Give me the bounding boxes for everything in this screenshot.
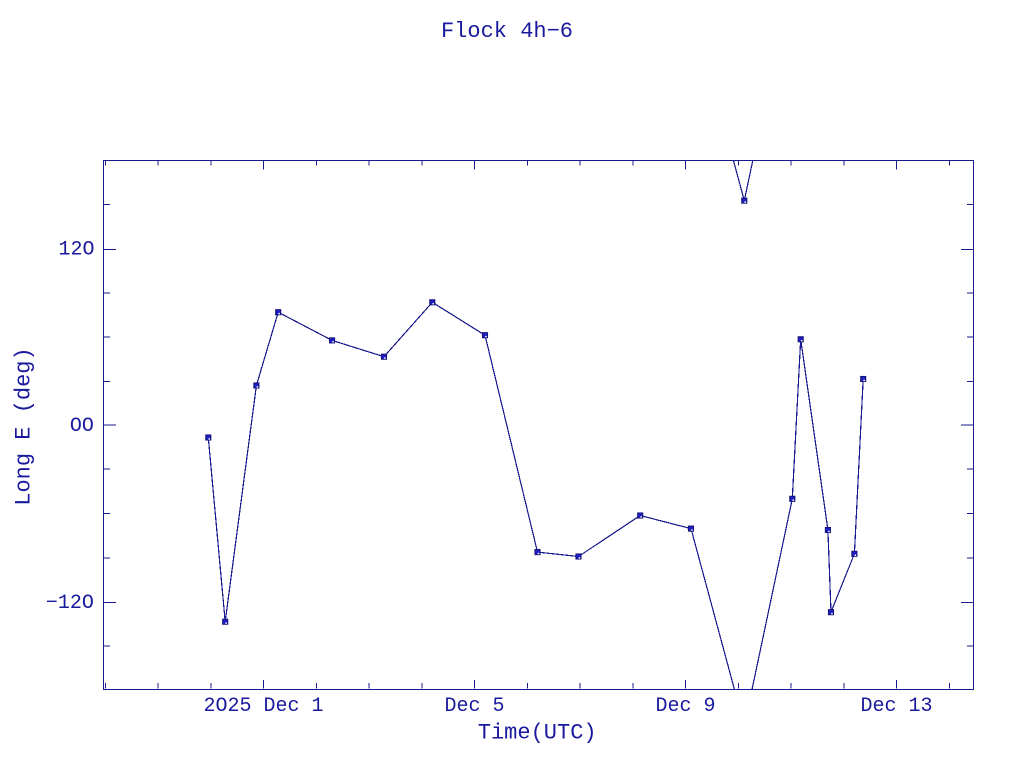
- svg-text:Time(UTC): Time(UTC): [478, 720, 597, 745]
- svg-text:2O25 Dec 1: 2O25 Dec 1: [203, 695, 323, 718]
- svg-text:Dec 13: Dec 13: [860, 695, 932, 718]
- svg-text:Dec 9: Dec 9: [655, 695, 715, 718]
- svg-text:OO: OO: [70, 415, 94, 438]
- svg-text:Long E (deg): Long E (deg): [12, 347, 37, 505]
- svg-text:12O: 12O: [58, 239, 94, 262]
- svg-text:Dec 5: Dec 5: [444, 695, 504, 718]
- svg-text:Flock 4h−6: Flock 4h−6: [441, 19, 573, 44]
- svg-text:−12O: −12O: [46, 592, 94, 615]
